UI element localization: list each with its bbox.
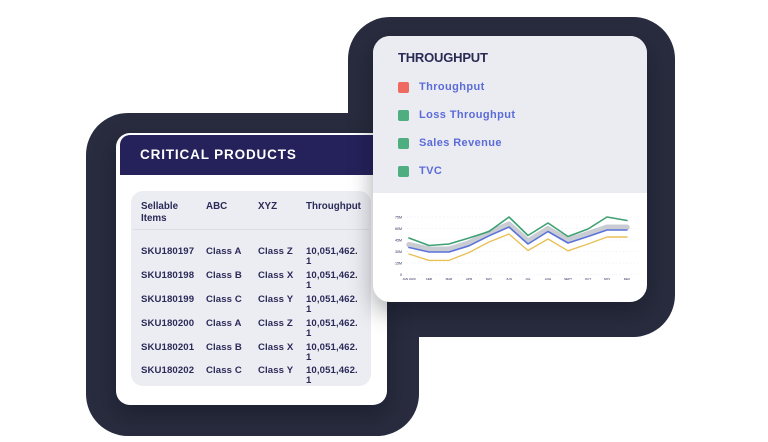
svg-text:15M: 15M <box>395 261 402 265</box>
svg-text:DEC: DEC <box>624 277 631 281</box>
svg-text:MAY: MAY <box>486 277 492 281</box>
svg-text:OCT: OCT <box>585 277 592 281</box>
svg-text:SEPT: SEPT <box>564 277 572 281</box>
svg-text:75M: 75M <box>395 215 402 219</box>
svg-text:JUN: JUN <box>506 277 512 281</box>
svg-text:30M: 30M <box>395 250 402 254</box>
svg-text:45M: 45M <box>395 238 402 242</box>
svg-text:60M: 60M <box>395 227 402 231</box>
svg-text:FEB: FEB <box>426 277 432 281</box>
svg-text:JUL: JUL <box>525 277 531 281</box>
svg-text:APR: APR <box>466 277 473 281</box>
svg-text:MAR: MAR <box>446 277 454 281</box>
svg-text:NOV: NOV <box>604 277 612 281</box>
svg-text:JAN 2020: JAN 2020 <box>402 277 416 281</box>
svg-text:0: 0 <box>400 273 402 277</box>
svg-text:AUG: AUG <box>545 277 552 281</box>
